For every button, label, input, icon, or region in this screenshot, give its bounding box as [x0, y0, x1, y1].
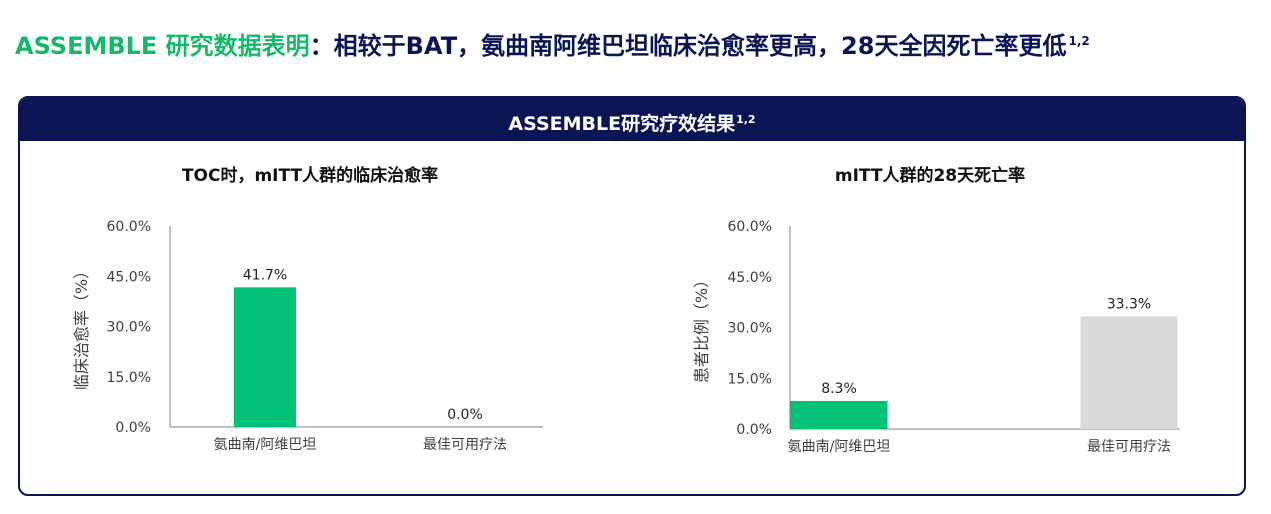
chart-2-y-axis-label: 患者比例（%）: [692, 272, 711, 383]
chart-1-y-tick-label: 45.0%: [107, 269, 151, 285]
chart-1-y-tick-label: 30.0%: [107, 320, 151, 336]
chart-2-y-tick-label: 45.0%: [728, 270, 772, 286]
chart-1-y-tick-label: 0.0%: [115, 420, 151, 436]
chart-2-y-tick-label: 60.0%: [728, 219, 772, 235]
results-panel: ASSEMBLE研究疗效结果1,2: [18, 96, 1246, 496]
chart-1-bar-1: [234, 287, 296, 427]
panel-header: ASSEMBLE研究疗效结果1,2: [20, 98, 1244, 141]
chart-1-title: TOC时，mITT人群的临床治愈率: [181, 166, 439, 186]
chart-2-title: mITT人群的28天死亡率: [834, 166, 1026, 186]
chart-1-data-label-1: 41.7%: [243, 267, 287, 283]
chart-2-x-tick-label-2: 最佳可用疗法: [1087, 439, 1171, 455]
chart-2-bar-1: [790, 400, 888, 429]
chart-1-data-label-2: 0.0%: [447, 407, 483, 423]
chart-2-x-tick-label-1: 氨曲南/阿维巴坦: [788, 439, 891, 455]
headline-study-name: ASSEMBLE 研究数据表明: [15, 32, 310, 60]
chart-1-x-tick-label-1: 氨曲南/阿维巴坦: [214, 437, 317, 453]
chart-2-data-label-1: 8.3%: [821, 381, 857, 397]
chart-2-y-tick-label: 0.0%: [736, 422, 772, 438]
page-headline: ASSEMBLE 研究数据表明：相较于BAT，氨曲南阿维巴坦临床治愈率更高，28…: [15, 26, 1090, 61]
chart-1-y-tick-label: 15.0%: [107, 370, 151, 386]
headline-conclusion: ：相较于BAT，氨曲南阿维巴坦临床治愈率更高，28天全因死亡率更低: [309, 32, 1067, 60]
headline-reference: 1,2: [1068, 34, 1090, 48]
chart-1-y-tick-label: 60.0%: [107, 219, 151, 235]
panel-reference: 1,2: [736, 113, 756, 126]
panel-title: ASSEMBLE研究疗效结果: [508, 113, 736, 135]
chart-2-y-tick-label: 15.0%: [728, 371, 772, 387]
chart-1-x-tick-label-2: 最佳可用疗法: [423, 437, 507, 453]
chart-2-data-label-2: 33.3%: [1107, 296, 1151, 312]
chart-2-y-tick-label: 30.0%: [728, 321, 772, 337]
chart-2-bar-2: [1080, 316, 1178, 429]
chart-1-y-axis-label: 临床治愈率（%）: [72, 263, 91, 390]
